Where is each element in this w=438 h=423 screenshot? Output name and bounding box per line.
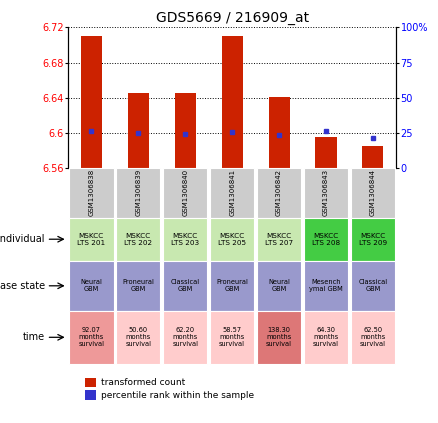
Text: individual: individual: [0, 234, 45, 244]
Bar: [69, 168, 113, 218]
Bar: [128, 93, 149, 168]
Text: Mesench
ymal GBM: Mesench ymal GBM: [309, 279, 343, 292]
Text: Neural
GBM: Neural GBM: [81, 279, 102, 292]
Text: time: time: [23, 332, 45, 342]
Title: GDS5669 / 216909_at: GDS5669 / 216909_at: [155, 11, 309, 25]
Text: MSKCC
LTS 202: MSKCC LTS 202: [124, 233, 152, 246]
Bar: [69, 311, 113, 364]
Text: 64.30
months
survival: 64.30 months survival: [313, 327, 339, 347]
Text: MSKCC
LTS 201: MSKCC LTS 201: [77, 233, 106, 246]
Bar: [163, 168, 207, 218]
Bar: [257, 311, 301, 364]
Text: MSKCC
LTS 208: MSKCC LTS 208: [312, 233, 340, 246]
Bar: [351, 218, 395, 261]
Bar: [351, 168, 395, 218]
Bar: [257, 218, 301, 261]
Text: GSM1306841: GSM1306841: [229, 169, 235, 216]
Bar: [210, 218, 254, 261]
Bar: [116, 261, 160, 311]
Text: Proneural
GBM: Proneural GBM: [216, 279, 248, 292]
Bar: [304, 311, 348, 364]
Text: disease state: disease state: [0, 281, 45, 291]
Text: MSKCC
LTS 203: MSKCC LTS 203: [171, 233, 199, 246]
Text: 62.50
months
survival: 62.50 months survival: [360, 327, 386, 347]
Bar: [69, 261, 113, 311]
Text: GSM1306840: GSM1306840: [182, 169, 188, 216]
Bar: [210, 168, 254, 218]
Text: Classical
GBM: Classical GBM: [171, 279, 200, 292]
Text: 138.30
months
survival: 138.30 months survival: [266, 327, 292, 347]
Text: 62.20
months
survival: 62.20 months survival: [172, 327, 198, 347]
Bar: [362, 146, 384, 168]
Bar: [116, 218, 160, 261]
Bar: [222, 36, 243, 168]
Text: 58.57
months
survival: 58.57 months survival: [219, 327, 245, 347]
Bar: [163, 311, 207, 364]
Bar: [210, 261, 254, 311]
Bar: [210, 311, 254, 364]
Text: 92.07
months
survival: 92.07 months survival: [78, 327, 104, 347]
Bar: [116, 168, 160, 218]
Bar: [268, 97, 290, 168]
Text: MSKCC
LTS 207: MSKCC LTS 207: [265, 233, 293, 246]
Bar: [81, 36, 102, 168]
Text: Proneural
GBM: Proneural GBM: [122, 279, 154, 292]
Bar: [351, 311, 395, 364]
Bar: [163, 261, 207, 311]
Bar: [304, 218, 348, 261]
Text: GSM1306839: GSM1306839: [135, 169, 141, 216]
Bar: [257, 261, 301, 311]
Bar: [69, 218, 113, 261]
Bar: [351, 261, 395, 311]
Bar: [257, 168, 301, 218]
Bar: [163, 218, 207, 261]
Text: Neural
GBM: Neural GBM: [268, 279, 290, 292]
Text: MSKCC
LTS 209: MSKCC LTS 209: [359, 233, 387, 246]
Text: Classical
GBM: Classical GBM: [358, 279, 388, 292]
Text: GSM1306838: GSM1306838: [88, 169, 94, 216]
Bar: [304, 261, 348, 311]
Bar: [304, 168, 348, 218]
Text: 50.60
months
survival: 50.60 months survival: [125, 327, 151, 347]
Text: GSM1306844: GSM1306844: [370, 169, 376, 216]
Text: MSKCC
LTS 205: MSKCC LTS 205: [218, 233, 246, 246]
Text: GSM1306842: GSM1306842: [276, 169, 282, 216]
Bar: [116, 311, 160, 364]
Text: percentile rank within the sample: percentile rank within the sample: [101, 390, 254, 400]
Text: transformed count: transformed count: [101, 378, 185, 387]
Text: GSM1306843: GSM1306843: [323, 169, 329, 216]
Bar: [175, 93, 196, 168]
Bar: [315, 137, 336, 168]
